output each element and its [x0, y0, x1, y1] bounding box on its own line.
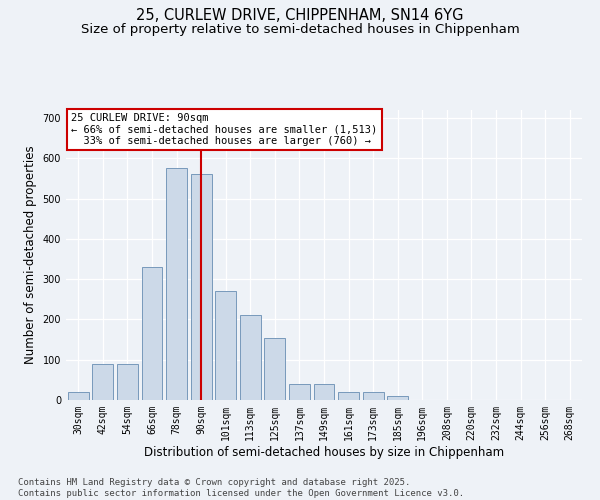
- X-axis label: Distribution of semi-detached houses by size in Chippenham: Distribution of semi-detached houses by …: [144, 446, 504, 458]
- Bar: [265, 338, 286, 400]
- Bar: [191, 174, 212, 400]
- Bar: [289, 384, 310, 400]
- Text: 25 CURLEW DRIVE: 90sqm
← 66% of semi-detached houses are smaller (1,513)
  33% o: 25 CURLEW DRIVE: 90sqm ← 66% of semi-det…: [71, 113, 377, 146]
- Bar: [142, 267, 163, 400]
- Bar: [92, 364, 113, 400]
- Bar: [314, 384, 334, 400]
- Text: 25, CURLEW DRIVE, CHIPPENHAM, SN14 6YG: 25, CURLEW DRIVE, CHIPPENHAM, SN14 6YG: [136, 8, 464, 22]
- Y-axis label: Number of semi-detached properties: Number of semi-detached properties: [24, 146, 37, 364]
- Text: Size of property relative to semi-detached houses in Chippenham: Size of property relative to semi-detach…: [80, 22, 520, 36]
- Bar: [387, 396, 408, 400]
- Bar: [240, 316, 261, 400]
- Bar: [362, 392, 383, 400]
- Bar: [68, 392, 89, 400]
- Text: Contains HM Land Registry data © Crown copyright and database right 2025.
Contai: Contains HM Land Registry data © Crown c…: [18, 478, 464, 498]
- Bar: [117, 364, 138, 400]
- Bar: [166, 168, 187, 400]
- Bar: [338, 392, 359, 400]
- Bar: [215, 291, 236, 400]
